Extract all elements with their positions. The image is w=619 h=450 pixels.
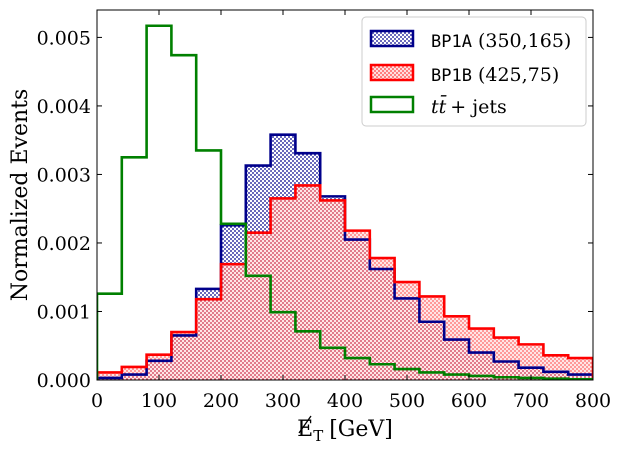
bar-bp1b-bin-0 — [97, 372, 122, 380]
x-tick-label-600: 600 — [451, 390, 487, 412]
bar-bp1b-bin-9 — [320, 200, 345, 380]
y-tick-label-2: 0.002 — [37, 233, 91, 255]
y-tick-label-0: 0.000 — [37, 370, 91, 392]
x-tick-label-500: 500 — [389, 390, 425, 412]
x-axis-title-slash — [298, 415, 312, 434]
legend-label-ttbar: tt̄ + jets — [431, 94, 507, 118]
legend-label-bp1b: BP1B (425,75) — [431, 64, 559, 86]
bar-bp1b-bin-4 — [196, 299, 221, 380]
bar-bp1b-bin-18 — [543, 355, 569, 380]
y-tick-label-1: 0.001 — [37, 301, 91, 323]
x-tick-label-400: 400 — [327, 390, 363, 412]
bar-bp1b-bin-11 — [369, 258, 395, 380]
x-tick-label-0: 0 — [91, 390, 103, 412]
bar-bp1b-bin-6 — [245, 232, 271, 380]
legend-label-bp1a: BP1A (350,165) — [431, 30, 571, 52]
bar-bp1b-bin-16 — [493, 337, 519, 380]
bar-bp1b-bin-3 — [171, 332, 197, 380]
x-axis-title: ET [GeV] — [297, 417, 393, 445]
y-tick-label-4: 0.004 — [37, 96, 91, 118]
legend: BP1A (350,165) BP1B (425,75) tt̄ + jets — [361, 16, 587, 127]
bar-bp1b-bin-10 — [345, 230, 370, 380]
bar-bp1b-bin-13 — [419, 296, 445, 380]
bar-bp1b-bin-19 — [568, 358, 593, 380]
x-tick-label-300: 300 — [265, 390, 301, 412]
bar-bp1b-bin-7 — [270, 198, 296, 380]
x-tick-label-800: 800 — [575, 390, 611, 412]
x-tick-label-200: 200 — [203, 390, 239, 412]
legend-swatch-ttbar — [369, 95, 415, 114]
step-line-bp1b — [97, 184, 593, 380]
x-tick-label-100: 100 — [141, 390, 177, 412]
bar-bp1b-bin-15 — [469, 328, 494, 380]
x-tick-label-700: 700 — [513, 390, 549, 412]
bars-layer — [97, 134, 593, 380]
y-tick-label-3: 0.003 — [37, 164, 91, 186]
legend-swatch-bp1b — [369, 63, 415, 82]
x-axis-ticks: 0 100 200 300 400 500 600 700 800 — [91, 10, 611, 412]
bar-bp1b-bin-5 — [221, 264, 246, 380]
bar-bp1b-bin-14 — [444, 316, 469, 380]
bar-bp1b-bin-8 — [295, 185, 321, 380]
bar-bp1b-bin-17 — [518, 344, 544, 380]
legend-box — [361, 16, 587, 127]
step-line-ttbar — [97, 24, 593, 380]
step-lines-layer — [97, 24, 593, 380]
y-axis-title: Normalized Events — [8, 89, 33, 302]
y-tick-label-5: 0.005 — [37, 27, 91, 49]
y-axis-ticks: 0.000 0.001 0.002 0.003 0.004 0.005 — [37, 27, 593, 392]
bar-bp1b-bin-12 — [394, 282, 420, 380]
legend-swatch-bp1a — [369, 29, 415, 48]
